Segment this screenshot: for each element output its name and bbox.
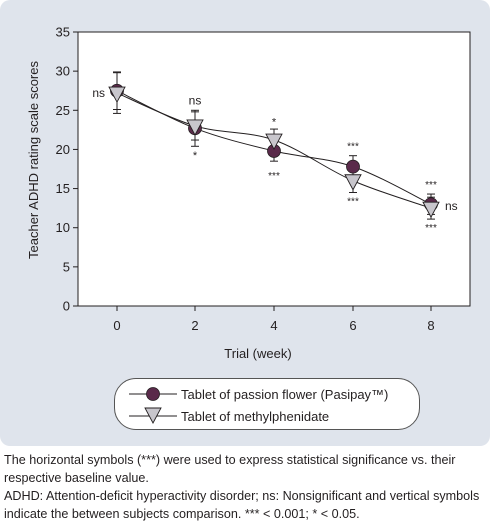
caption-line-2: ADHD: Attention-deficit hyperactivity di… xyxy=(4,489,480,521)
x-axis-label: Trial (week) xyxy=(224,346,291,361)
legend-label-methylphenidate: Tablet of methylphenidate xyxy=(181,408,330,424)
point-methylphenidate xyxy=(265,133,283,150)
y-tick-label: 15 xyxy=(56,181,70,196)
annotation-layer: *** *** *** *** *** ns ns * * ns xyxy=(92,86,457,234)
caption-line-1: The horizontal symbols (***) were used t… xyxy=(4,453,456,485)
y-tick-label: 10 xyxy=(56,220,70,235)
between-subjects-label: ns xyxy=(189,93,202,107)
figure-caption: The horizontal symbols (***) were used t… xyxy=(4,451,488,523)
point-methylphenidate xyxy=(186,119,204,136)
y-tick-label: 25 xyxy=(56,103,70,118)
y-tick-label: 5 xyxy=(63,259,70,274)
legend-triangle-marker-icon xyxy=(127,406,179,426)
legend-label-passion-flower: Tablet of passion flower (Pasipay™) xyxy=(181,386,389,402)
point-methylphenidate xyxy=(108,86,126,104)
y-axis: 0 5 10 15 20 25 30 35 xyxy=(56,25,78,314)
y-tick-label: 35 xyxy=(56,25,70,40)
line-chart: 0 5 10 15 20 25 30 35 0 2 4 6 8 *** *** *** *** *** ns ns… xyxy=(26,25,471,361)
legend-item-passion-flower: Tablet of passion flower (Pasipay™) xyxy=(127,383,388,405)
y-tick-label: 20 xyxy=(56,142,70,157)
significance-label: *** xyxy=(425,180,437,191)
between-subjects-label: ns xyxy=(445,199,458,213)
significance-label: *** xyxy=(425,223,437,234)
legend: Tablet of passion flower (Pasipay™) Tabl… xyxy=(114,378,420,430)
x-axis: 0 2 4 6 8 xyxy=(113,306,435,333)
x-tick-label: 8 xyxy=(427,318,434,333)
between-subjects-label: ns xyxy=(92,86,105,100)
y-tick-label: 30 xyxy=(56,64,70,79)
x-tick-label: 2 xyxy=(191,318,198,333)
x-tick-label: 6 xyxy=(349,318,356,333)
between-subjects-label: * xyxy=(193,150,198,162)
series-layer xyxy=(108,71,440,220)
y-tick-label: 0 xyxy=(63,299,70,314)
legend-circle-marker-icon xyxy=(127,384,179,404)
legend-item-methylphenidate: Tablet of methylphenidate xyxy=(127,405,329,427)
y-axis-label: Teacher ADHD rating scale scores xyxy=(26,61,41,259)
significance-label: *** xyxy=(268,171,280,182)
x-tick-label: 0 xyxy=(113,318,120,333)
significance-label: *** xyxy=(347,196,359,207)
between-subjects-label: * xyxy=(272,117,277,129)
significance-label: *** xyxy=(347,142,359,153)
point-methylphenidate xyxy=(344,174,362,191)
point-passion-flower xyxy=(346,159,360,174)
point-methylphenidate xyxy=(422,201,440,219)
x-tick-label: 4 xyxy=(270,318,277,333)
plot-area xyxy=(77,31,471,307)
